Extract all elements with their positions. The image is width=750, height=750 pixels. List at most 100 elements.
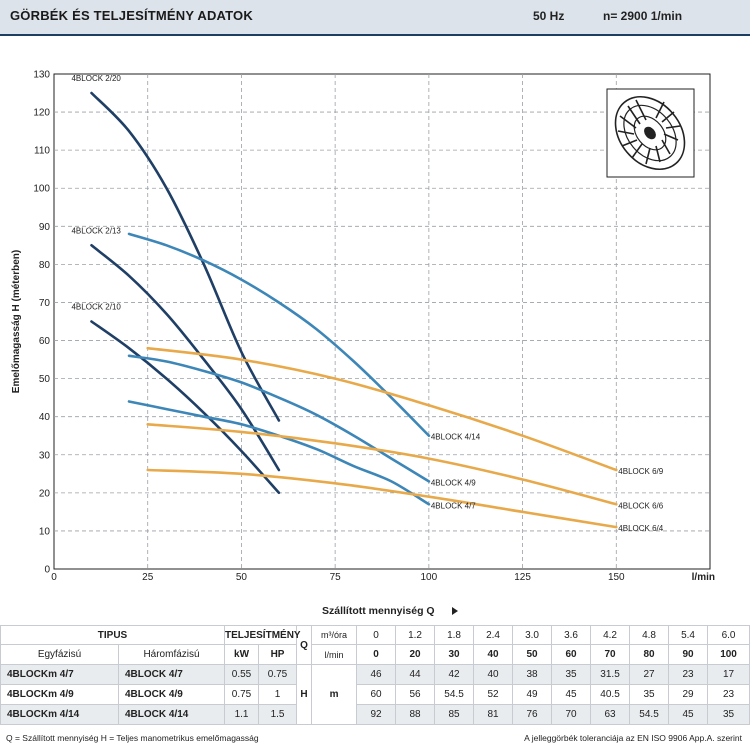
speed-label: n= 2900 1/min <box>603 9 683 23</box>
h-cell: 56 <box>395 684 436 705</box>
h-cell: 54.5 <box>434 684 475 705</box>
q-m3-cell: 1.2 <box>395 625 436 645</box>
curve-label-4block-2-20: 4BLOCK 2/20 <box>71 74 121 83</box>
kw-header: kW <box>224 644 260 665</box>
curve-4block-2-20 <box>90 91 281 422</box>
q-lmin-cell: 20 <box>395 644 436 665</box>
curve-4block-6-4 <box>146 468 618 529</box>
power-header: TELJESÍTMÉNY <box>224 625 301 645</box>
h-cell: 35 <box>551 664 592 685</box>
h-cell: 35 <box>629 684 670 705</box>
curve-label-4block-4-14: 4BLOCK 4/14 <box>431 433 481 442</box>
three-phase-header: Háromfázisú <box>117 644 226 665</box>
curve-4block-2-13 <box>90 244 281 472</box>
y-tick-label: 40 <box>39 412 51 423</box>
model-three: 4BLOCK 4/14 <box>117 704 226 725</box>
curve-label-4block-2-10: 4BLOCK 2/10 <box>71 303 121 312</box>
h-cell: 29 <box>668 684 709 705</box>
tipus-header: TIPUS <box>0 625 226 645</box>
curve-4block-6-9 <box>146 346 618 472</box>
h-cell: 88 <box>395 704 436 725</box>
y-tick-label: 0 <box>44 565 50 576</box>
hp-value: 0.75 <box>258 664 298 685</box>
h-cell: 40 <box>473 664 514 685</box>
h-cell: 23 <box>707 684 750 705</box>
x-tick-label: 25 <box>142 572 154 583</box>
h-header: H <box>296 664 313 725</box>
h-cell: 45 <box>551 684 592 705</box>
y-tick-label: 20 <box>39 488 51 499</box>
curve-labels: 4BLOCK 2/20 4BLOCK 2/13 4BLOCK 2/10 4BLOCK … <box>71 74 663 533</box>
hp-value: 1.5 <box>258 704 298 725</box>
plot-area <box>53 73 711 570</box>
h-cell: 23 <box>668 664 709 685</box>
y-tick-label: 30 <box>39 450 51 461</box>
h-cell: 38 <box>512 664 553 685</box>
h-cell: 85 <box>434 704 475 725</box>
page-title: GÖRBÉK ÉS TELJESÍTMÉNY ADATOK <box>10 8 253 23</box>
h-cell: 35 <box>707 704 750 725</box>
curve-4block-4-14 <box>127 232 431 437</box>
curve-label-4block-4-7: 4BLOCK 4/7 <box>431 501 476 510</box>
q-m3-cell: 4.2 <box>590 625 631 645</box>
x-axis-title: Szállított mennyiség Q <box>322 605 435 617</box>
h-cell: 76 <box>512 704 553 725</box>
y-tick-label: 80 <box>39 260 51 271</box>
h-cell: 92 <box>356 704 397 725</box>
impeller-icon <box>606 88 695 178</box>
y-tick-label: 130 <box>33 70 50 81</box>
performance-table: TIPUS TELJESÍTMÉNY Q m³/óra 0 1.2 1.8 2.… <box>0 625 750 725</box>
q-lmin-cell: 70 <box>590 644 631 665</box>
table-row: 4BLOCKm 4/7 4BLOCK 4/7 0.55 0.75 H m 46 … <box>0 664 750 725</box>
x-tick-label: 125 <box>514 572 531 583</box>
x-axis-title-row: Szállított mennyiség Q <box>0 604 750 622</box>
q-m3-cell: 1.8 <box>434 625 475 645</box>
kw-value: 0.55 <box>224 664 260 685</box>
y-tick-label: 100 <box>33 184 50 195</box>
y-tick-label: 10 <box>39 526 51 537</box>
footer: Q = Szállított mennyiség H = Teljes mano… <box>0 730 750 748</box>
curve-4block-4-9 <box>127 354 431 483</box>
y-tick-label: 70 <box>39 298 51 309</box>
h-cell: 54.5 <box>629 704 670 725</box>
h-cell: 40.5 <box>590 684 631 705</box>
pump-curve-chart: 0 10 20 30 40 50 60 70 80 90 100 110 120 130 0 25 50 75 10… <box>11 70 715 584</box>
q-unit-m3: m³/óra <box>311 625 358 645</box>
model-three: 4BLOCK 4/9 <box>117 684 226 705</box>
h-cell: 27 <box>629 664 670 685</box>
q-m3-cell: 3.0 <box>512 625 553 645</box>
h-cell: 31.5 <box>590 664 631 685</box>
q-lmin-cell: 60 <box>551 644 592 665</box>
q-lmin-cell: 90 <box>668 644 709 665</box>
table-row: 4BLOCKm 4/14 4BLOCK 4/14 1.1 1.5 92 88 8… <box>0 704 750 725</box>
curve-label-4block-6-4: 4BLOCK 6/4 <box>618 524 663 533</box>
footer-legend: Q = Szállított mennyiség H = Teljes mano… <box>6 733 259 743</box>
q-lmin-cell: 30 <box>434 644 475 665</box>
h-cell: 17 <box>707 664 750 685</box>
h-cell: 46 <box>356 664 397 685</box>
h-unit: m <box>311 664 358 725</box>
curve-4block-2-10 <box>90 320 281 495</box>
y-axis-title: Emelőmagasság H (méterben) <box>11 250 22 393</box>
h-cell: 52 <box>473 684 514 705</box>
q-m3-cell: 3.6 <box>551 625 592 645</box>
q-m3-cell: 4.8 <box>629 625 670 645</box>
h-cell: 81 <box>473 704 514 725</box>
single-phase-header: Egyfázisú <box>0 644 119 665</box>
y-tick-label: 110 <box>34 146 50 157</box>
q-unit-lmin: l/min <box>311 644 358 665</box>
model-single: 4BLOCKm 4/14 <box>0 704 119 725</box>
y-tick-label: 50 <box>39 374 51 385</box>
x-tick-label: 0 <box>51 572 57 583</box>
y-tick-label: 120 <box>33 108 50 119</box>
x-tick-label: 75 <box>330 572 342 583</box>
model-single: 4BLOCKm 4/7 <box>0 664 119 685</box>
q-m3-cell: 5.4 <box>668 625 709 645</box>
tick-labels: 0 10 20 30 40 50 60 70 80 90 100 110 120 130 0 25 50 75 10… <box>11 70 715 584</box>
q-lmin-cell: 0 <box>356 644 397 665</box>
header-bar: GÖRBÉK ÉS TELJESÍTMÉNY ADATOK 50 Hz n= 2… <box>0 0 750 36</box>
frequency-label: 50 Hz <box>533 9 565 23</box>
kw-value: 0.75 <box>224 684 260 705</box>
q-lmin-cell: 50 <box>512 644 553 665</box>
x-tick-label: 50 <box>236 572 248 583</box>
